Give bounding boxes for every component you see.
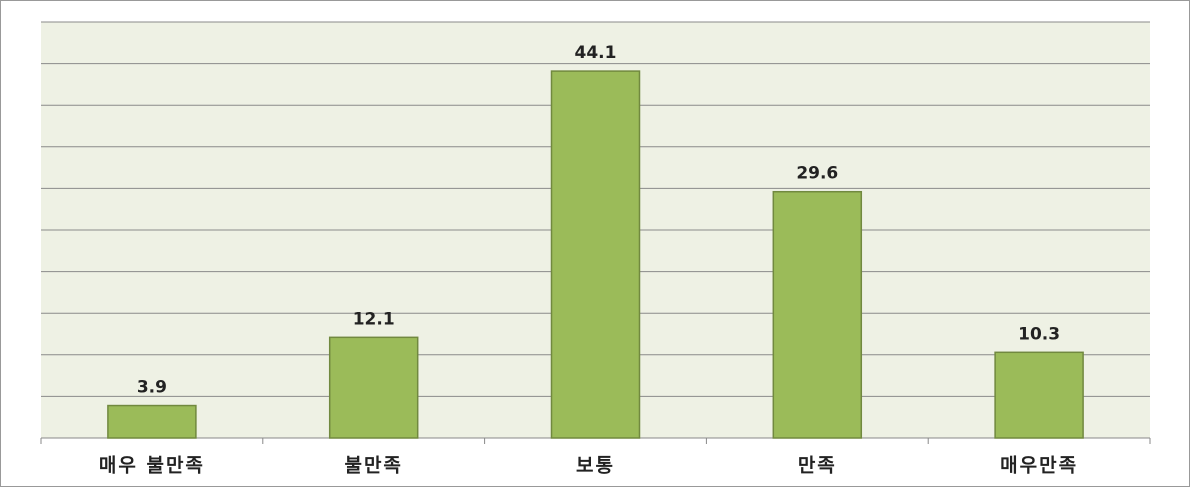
x-tick-label: 매우 불만족 [99,455,205,477]
data-label: 12.1 [353,309,395,329]
bar [107,404,197,439]
bar [772,190,863,439]
x-tick-label: 만족 [798,455,837,477]
data-label: 29.6 [796,164,838,184]
bar [550,70,641,439]
data-label: 44.1 [575,43,617,63]
x-tick-label: 매우만족 [1000,455,1078,477]
x-tick-label: 보통 [576,455,615,477]
data-label: 10.3 [1018,324,1060,344]
bar [994,351,1084,439]
x-tick-label: 불만족 [344,455,402,477]
bar [328,336,419,439]
data-label: 3.9 [137,378,167,398]
